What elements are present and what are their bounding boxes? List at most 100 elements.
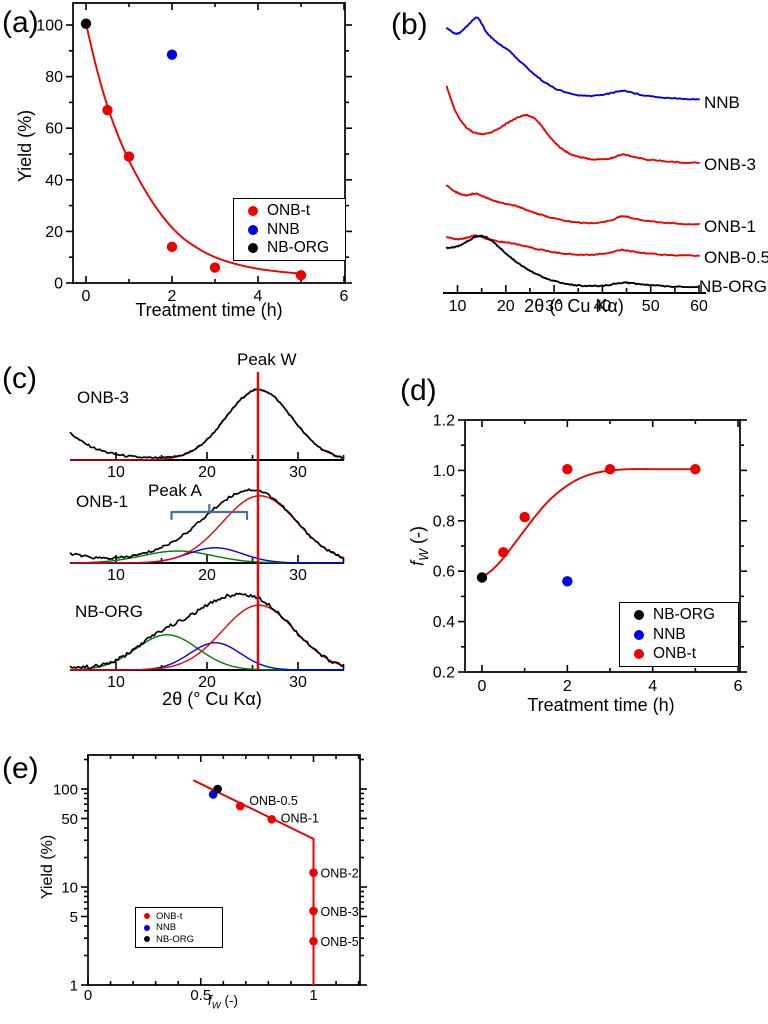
data-point bbox=[519, 511, 530, 523]
e-xaxis-label: fW (-) bbox=[208, 993, 238, 1012]
tick-label: 100 bbox=[53, 782, 78, 799]
tick-label: 0 bbox=[54, 276, 63, 293]
legend-label: ONB-t bbox=[267, 201, 311, 219]
b-trace-ONB-1 bbox=[445, 184, 700, 226]
tick-label: 30 bbox=[545, 298, 563, 315]
b-trace-NNB bbox=[445, 16, 700, 101]
panel-e-label: (e) bbox=[2, 752, 39, 785]
data-point bbox=[80, 18, 92, 29]
legend-item: NNB bbox=[248, 221, 345, 239]
peak-a-annotation: Peak A bbox=[148, 481, 202, 500]
tick-label: 2 bbox=[168, 288, 177, 305]
e-fit-line bbox=[192, 779, 315, 986]
tick-label: 20 bbox=[45, 224, 63, 241]
d-fit-curve bbox=[481, 468, 697, 579]
tick-label: 50 bbox=[61, 811, 78, 828]
e-point-label: ONB-1 bbox=[281, 811, 319, 825]
tick-label: 0.8 bbox=[433, 513, 455, 530]
tick-label: 0 bbox=[478, 678, 487, 695]
tick-label: 1 bbox=[70, 978, 78, 995]
legend-label: ONB-t bbox=[653, 644, 697, 662]
c-xaxis-label: 2θ (° Cu Kα) bbox=[162, 689, 262, 709]
tick-label: 6 bbox=[734, 678, 743, 695]
data-point bbox=[604, 463, 616, 475]
tick-label: 6 bbox=[340, 288, 349, 305]
d-ylabel-units: (-) bbox=[407, 526, 428, 550]
e-point-label: ONB-5 bbox=[321, 935, 359, 949]
axis-box bbox=[87, 754, 361, 986]
data-point bbox=[166, 241, 178, 253]
panel-c-label: (c) bbox=[2, 362, 37, 395]
legend-panel-a: ONB-t NNB NB-ORG bbox=[233, 198, 346, 261]
data-point bbox=[209, 262, 221, 273]
data-point bbox=[166, 49, 178, 60]
legend-item: ONB-t bbox=[634, 645, 738, 663]
legend-item: NB-ORG bbox=[144, 934, 222, 945]
tick-label: 30 bbox=[289, 674, 307, 691]
legend-item: ONB-t bbox=[248, 202, 345, 220]
b-trace-ONB-3 bbox=[445, 85, 700, 164]
b-trace-ONB-0.5 bbox=[445, 234, 700, 258]
data-point bbox=[309, 906, 318, 916]
tick-label: 4 bbox=[648, 678, 657, 695]
data-point bbox=[498, 547, 509, 558]
panel-c-plot: 10 20 30 10 20 30 10 20 30 bbox=[69, 372, 345, 691]
b-trace-label-nborg: NB-ORG bbox=[699, 277, 767, 296]
legend-label: NNB bbox=[653, 625, 686, 643]
e-point-label: ONB-0.5 bbox=[249, 794, 298, 808]
c-experimental-curve bbox=[69, 388, 345, 460]
legend-marker-onbt bbox=[634, 648, 644, 659]
tick-label: 10 bbox=[107, 674, 125, 691]
peak-a-bracket bbox=[170, 503, 249, 521]
tick-label: 5 bbox=[70, 909, 78, 926]
e-point-label: ONB-2 bbox=[321, 867, 359, 881]
tick-label: 20 bbox=[198, 567, 216, 584]
data-point bbox=[213, 784, 222, 794]
legend-marker-onbt bbox=[144, 913, 150, 919]
tick-label: 0.2 bbox=[433, 665, 455, 682]
e-xlabel-subscript: W bbox=[211, 1000, 221, 1012]
e-point-label: ONB-3 bbox=[321, 905, 359, 919]
data-point bbox=[476, 572, 488, 583]
a-fit-curve bbox=[85, 22, 307, 275]
tick-label: 50 bbox=[642, 298, 660, 315]
legend-label: NNB bbox=[156, 922, 177, 933]
tick-label: 20 bbox=[198, 464, 216, 481]
tick-label: 60 bbox=[45, 121, 63, 138]
data-point bbox=[309, 936, 318, 946]
data-point bbox=[267, 815, 277, 824]
tick-label: 30 bbox=[289, 567, 307, 584]
d-ylabel-symbol: f bbox=[407, 560, 428, 566]
tick-label: 80 bbox=[45, 69, 63, 86]
legend-marker-nborg bbox=[634, 610, 644, 621]
tick-label: 20 bbox=[497, 298, 515, 315]
legend-label: NB-ORG bbox=[653, 606, 715, 624]
e-xlabel-symbol: f bbox=[208, 993, 212, 1008]
data-point bbox=[295, 270, 307, 281]
legend-label: NNB bbox=[267, 220, 300, 238]
b-trace-label-onb1: ONB-1 bbox=[704, 217, 756, 236]
legend-item: NNB bbox=[144, 922, 222, 933]
tick-label: 0.4 bbox=[433, 614, 455, 631]
panel-d-plot: 0 2 4 6 0.2 0.4 0.6 0.8 1.0 1.2 bbox=[433, 413, 747, 695]
tick-label: 0 bbox=[82, 288, 91, 305]
b-trace-NB-ORG bbox=[445, 234, 700, 289]
panel-a-label: (a) bbox=[2, 6, 39, 39]
tick-label: 60 bbox=[690, 298, 708, 315]
tick-label: 4 bbox=[254, 288, 263, 305]
legend-panel-e: ONB-t NNB NB-ORG bbox=[135, 907, 223, 948]
b-trace-label-onb05: ONB-0.5 bbox=[704, 248, 768, 267]
c-experimental-curve bbox=[69, 592, 345, 670]
data-point bbox=[562, 576, 573, 587]
data-point bbox=[235, 801, 245, 811]
tick-label: 0.5 bbox=[190, 987, 211, 1004]
legend-label: ONB-t bbox=[156, 910, 183, 922]
d-yaxis-label: fW (-) bbox=[407, 526, 431, 566]
tick-label: 0.6 bbox=[433, 564, 455, 581]
c-subpanel-label-onb1: ONB-1 bbox=[76, 492, 128, 511]
e-xlabel-units: (-) bbox=[220, 993, 238, 1008]
data-point bbox=[309, 868, 318, 877]
tick-label: 10 bbox=[61, 880, 78, 897]
data-point bbox=[562, 463, 573, 475]
